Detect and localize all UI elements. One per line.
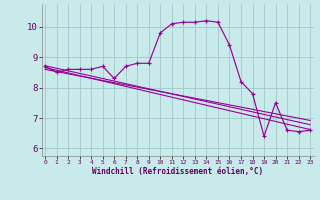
- X-axis label: Windchill (Refroidissement éolien,°C): Windchill (Refroidissement éolien,°C): [92, 167, 263, 176]
